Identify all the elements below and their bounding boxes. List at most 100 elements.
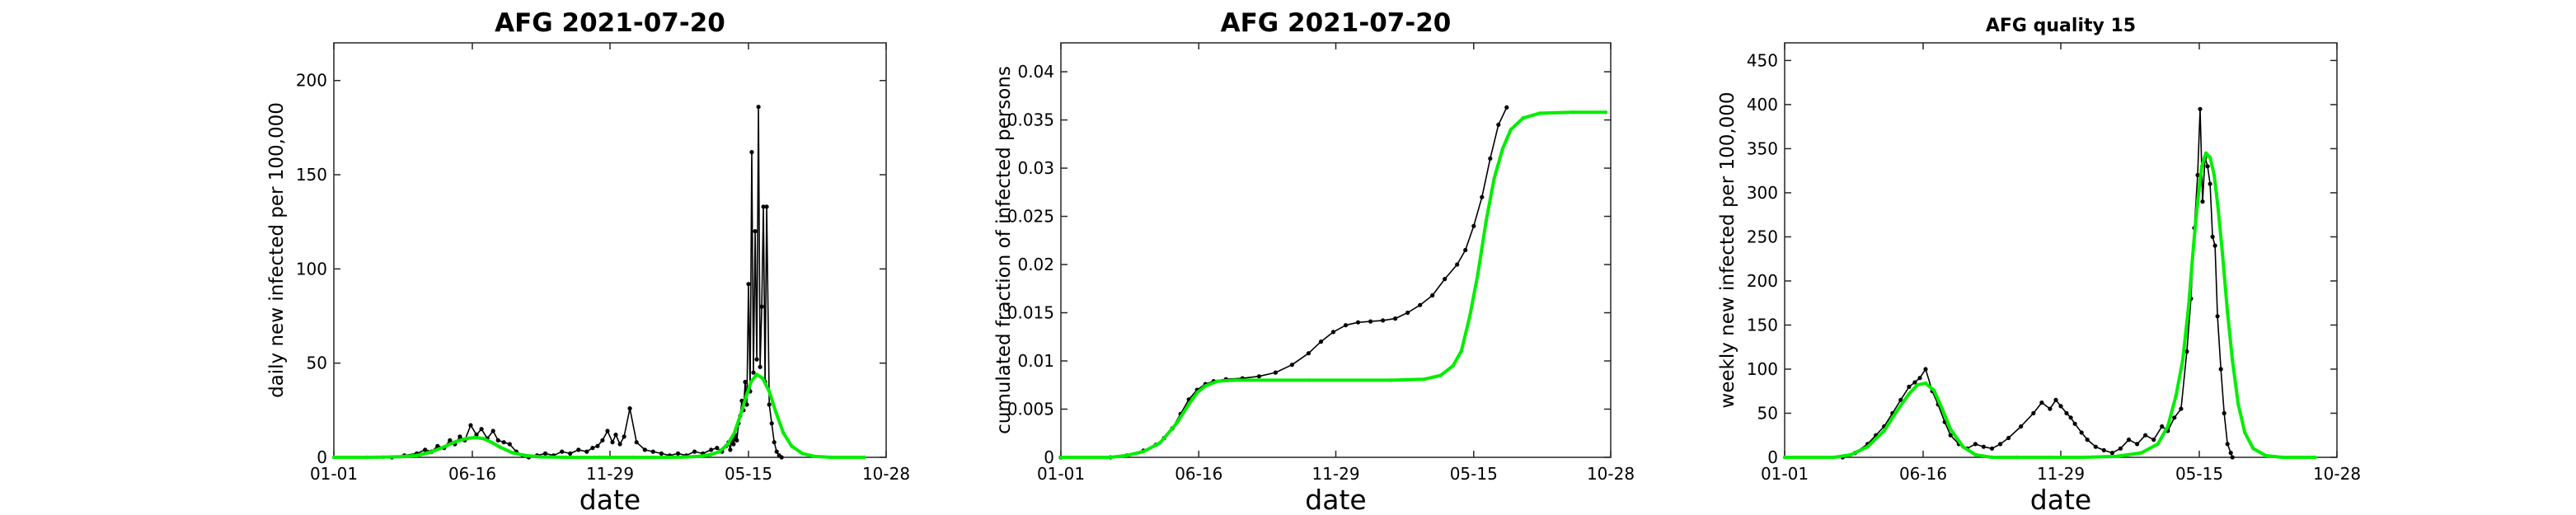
- data-point: [659, 451, 664, 456]
- y-tick-label: 250: [1747, 227, 1778, 246]
- fit-point: [1940, 406, 1945, 411]
- y-tick-label: 100: [1747, 359, 1778, 379]
- data-point: [675, 451, 681, 456]
- fit-point: [331, 455, 336, 460]
- data-point: [2019, 424, 2024, 429]
- data-point: [743, 379, 748, 385]
- fit-point: [1603, 110, 1608, 115]
- fit-point: [732, 431, 737, 435]
- axes-box: [1060, 42, 1612, 458]
- fit-point: [1915, 383, 1920, 387]
- x-tick-label: 11-29: [2037, 464, 2085, 484]
- y-tick-label: 0.02: [1017, 255, 1054, 274]
- data-point: [584, 449, 589, 454]
- data-point: [1256, 374, 1261, 379]
- data-point: [2126, 438, 2132, 442]
- fit-markers: [1782, 151, 2317, 460]
- fit-point: [2208, 155, 2212, 160]
- y-axis-label: weekly new infected per 100,000: [1717, 91, 1738, 408]
- fit-point: [472, 435, 477, 440]
- data-point: [709, 447, 714, 452]
- x-tick-label: 01-01: [1037, 464, 1085, 484]
- fit-point: [813, 454, 817, 459]
- fit-point: [1509, 128, 1513, 132]
- data-point: [2195, 172, 2200, 178]
- fit-point: [2231, 358, 2235, 363]
- fit-point: [664, 455, 668, 460]
- data-point: [2064, 410, 2069, 416]
- data-point: [642, 447, 647, 452]
- fit-point: [1865, 445, 1870, 449]
- fit-point: [1849, 452, 1853, 456]
- fit-point: [1570, 110, 1575, 115]
- data-point: [2118, 446, 2123, 451]
- fit-point: [1124, 453, 1129, 457]
- fit-point: [2226, 310, 2230, 314]
- fit-point: [415, 453, 419, 457]
- data-point: [1273, 370, 1278, 375]
- data-point: [1973, 442, 1978, 447]
- data-point: [2072, 421, 2077, 426]
- y-tick-label: 0.005: [1007, 400, 1054, 419]
- fit-point: [597, 455, 602, 460]
- data-point: [617, 442, 622, 447]
- data-point: [2210, 234, 2215, 239]
- data-point: [1405, 310, 1410, 316]
- data-point: [754, 357, 759, 362]
- data-point: [1330, 330, 1336, 335]
- data-point: [2143, 433, 2148, 438]
- fit-point: [2048, 455, 2053, 460]
- fit-point: [564, 455, 568, 460]
- data-point: [1480, 194, 1485, 199]
- x-tick-label: 05-15: [2175, 464, 2223, 484]
- data-point: [1418, 302, 1423, 307]
- fit-point: [760, 376, 765, 381]
- data-point: [1989, 446, 1995, 451]
- observed-line: [1061, 107, 1508, 458]
- y-tick-label: 0.03: [1017, 158, 1054, 178]
- data-point: [2085, 438, 2090, 442]
- x-tick-label: 01-01: [1761, 464, 1809, 484]
- fit-point: [744, 395, 748, 399]
- x-tick-label: 06-16: [1899, 464, 1947, 484]
- fit-point: [1108, 455, 1113, 460]
- data-point: [457, 434, 462, 439]
- chart-panel-cumulative: AFG 2021-07-20 cumulated fraction of inf…: [993, 8, 1635, 515]
- x-axis-label: date: [579, 484, 640, 515]
- data-point: [634, 440, 639, 445]
- fit-point: [697, 454, 701, 459]
- fit-point: [1476, 272, 1480, 276]
- fit-point: [523, 453, 527, 457]
- data-point: [1923, 367, 1928, 372]
- data-point: [751, 370, 756, 375]
- data-point: [749, 150, 754, 155]
- chart-title: AFG 2021-07-20: [495, 8, 725, 38]
- x-tick-label: 10-28: [1587, 464, 1635, 484]
- fit-point: [680, 455, 684, 459]
- data-point: [1463, 247, 1468, 253]
- x-tick-label: 06-16: [448, 464, 496, 484]
- y-tick-label: 0.035: [1007, 110, 1054, 130]
- data-point: [761, 204, 766, 209]
- fit-point: [439, 446, 443, 450]
- x-axis-label: date: [1305, 484, 1366, 515]
- fit-point: [398, 455, 402, 459]
- data-point: [734, 438, 739, 443]
- data-point: [2225, 442, 2230, 447]
- fit-point: [767, 389, 772, 394]
- data-point: [759, 304, 764, 309]
- y-tick-label: 0: [1767, 447, 1778, 467]
- x-tick-label: 11-29: [1311, 464, 1359, 484]
- data-point: [779, 455, 784, 460]
- fit-point: [1492, 176, 1497, 180]
- data-point: [772, 440, 777, 445]
- y-tick-label: 50: [1757, 403, 1778, 423]
- x-axis-label: date: [2030, 484, 2091, 515]
- data-point: [746, 282, 751, 287]
- data-point: [650, 449, 655, 454]
- x-tick-label: 10-28: [862, 464, 910, 484]
- fit-point: [1422, 377, 1426, 382]
- fit-point: [1195, 391, 1199, 395]
- data-point: [715, 446, 720, 451]
- fit-line: [1061, 110, 1606, 459]
